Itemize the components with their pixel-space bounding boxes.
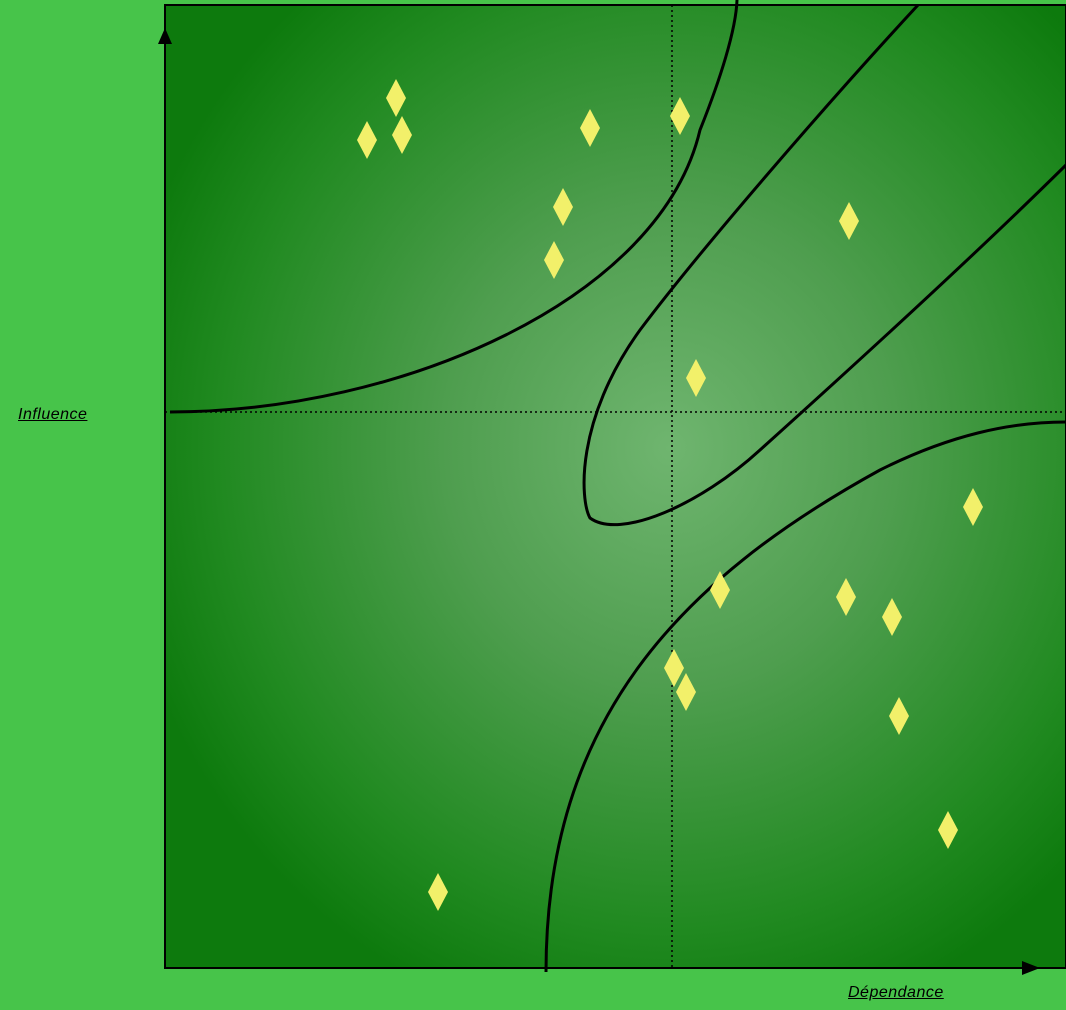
x-axis-label: Dépendance [848,984,944,1001]
variable-point [710,571,730,609]
axes [158,28,1040,975]
variable-points [357,79,983,911]
variable-point [357,121,377,159]
variable-point [392,116,412,154]
variable-point [938,811,958,849]
variable-point [882,598,902,636]
variable-point [839,202,859,240]
plot-panel [164,4,1066,969]
variable-point [386,79,406,117]
variable-point [963,488,983,526]
variable-point [544,241,564,279]
curve-central-loop [582,3,1066,527]
variable-point [580,109,600,147]
variable-point [836,578,856,616]
variable-point [889,697,909,735]
y-axis-arrow-icon [158,28,172,44]
variable-point [553,188,573,226]
zone-curves [169,0,1066,973]
curve-upper-left [169,0,739,414]
variable-point [670,97,690,135]
x-axis-arrow-icon [1022,961,1040,975]
variable-point [686,359,706,397]
variable-point [676,673,696,711]
variable-point [428,873,448,911]
curve-lower-right [544,420,1066,973]
variable-point [664,649,684,687]
y-axis-label: Influence [18,406,88,423]
